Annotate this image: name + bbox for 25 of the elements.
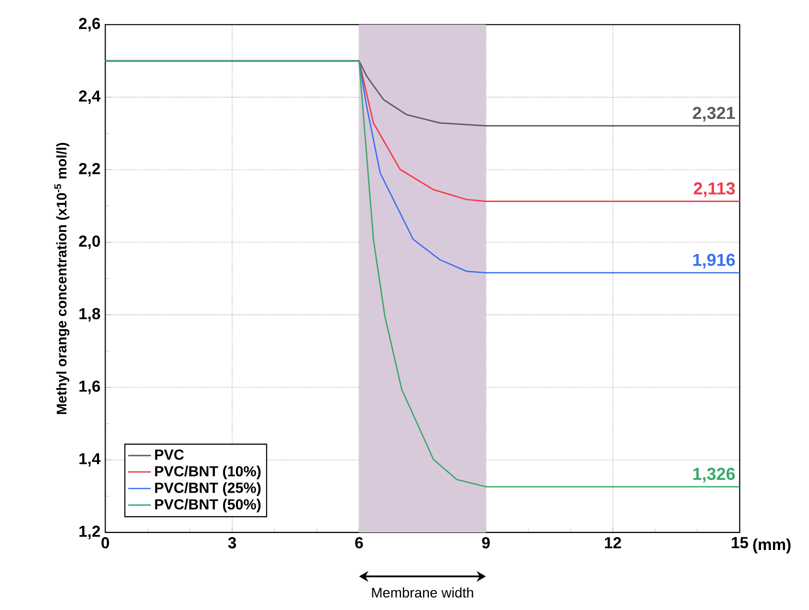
x-tick-label: 0 — [101, 536, 110, 548]
annotation: 1,916 — [693, 254, 735, 268]
x-axis-title: (mm) — [753, 538, 791, 554]
legend-label: PVC — [155, 449, 184, 460]
annotation: 2,321 — [692, 106, 735, 122]
y-tick-label: 2,2 — [79, 162, 100, 176]
annotation: 1,326 — [693, 468, 735, 482]
x-tick-label: 3 — [228, 536, 236, 548]
y-tick-label: 1,8 — [79, 308, 100, 322]
y-tick-label: 1,6 — [79, 380, 100, 394]
x-tick-label: 9 — [482, 536, 490, 548]
x-tick-label: 15 — [732, 536, 748, 548]
x-tick-label: 12 — [604, 536, 622, 548]
legend-label: PVC/BNT (25%) — [155, 482, 261, 496]
text: Membrane width — [372, 587, 474, 598]
y-tick-label: 1,2 — [79, 525, 100, 540]
x-tick-label: 6 — [355, 536, 363, 548]
legend-label: PVC/BNT (10%) — [155, 465, 261, 480]
y-tick-label: 2,6 — [79, 18, 100, 32]
annotation: 2,113 — [694, 182, 735, 197]
y-tick-label: 2,0 — [79, 235, 100, 249]
y-tick-label: 1,4 — [79, 452, 101, 466]
y-tick-label: 2,4 — [79, 90, 101, 104]
y-axis-title: Methyl orange concentration (x10$^{-5}$ mol/l) — [54, 142, 70, 414]
legend-label: PVC/BNT (50%) — [155, 498, 261, 512]
